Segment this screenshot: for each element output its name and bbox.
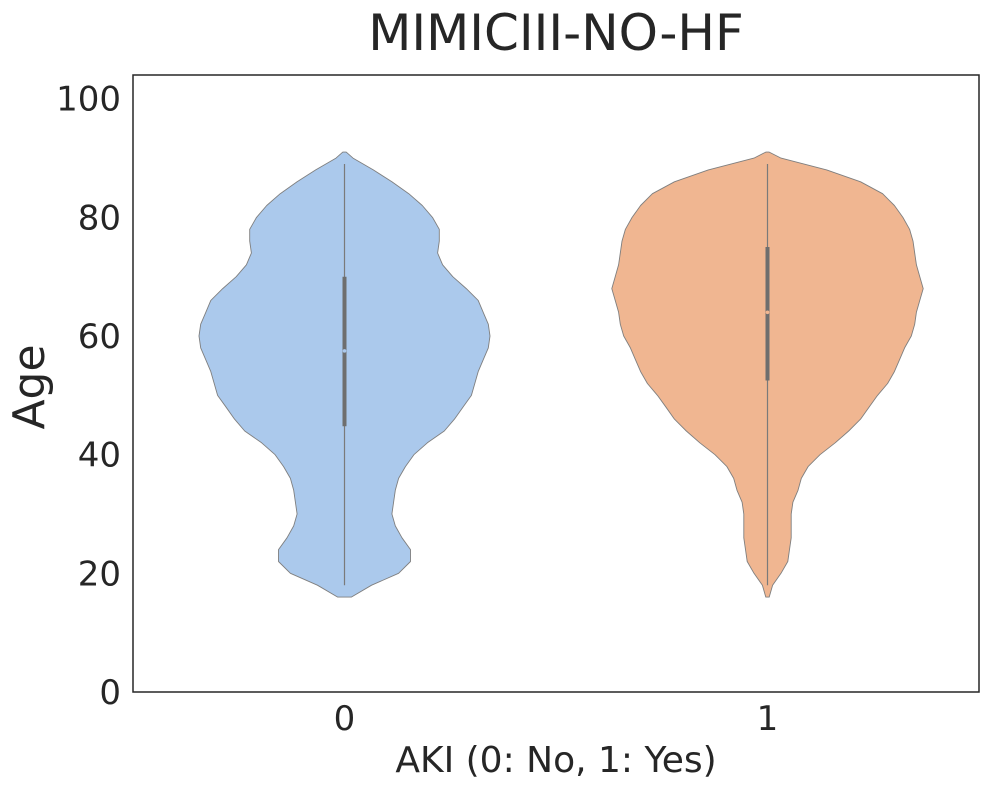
plot-area xyxy=(198,151,924,598)
violin-0 xyxy=(198,151,491,598)
plot-frame xyxy=(132,74,980,693)
violin-median-marker xyxy=(765,310,770,315)
y-tick-label: 60 xyxy=(78,317,121,357)
chart-title: MIMICIII-NO-HF xyxy=(368,4,744,62)
violin-median-marker xyxy=(342,349,347,353)
y-tick-label: 40 xyxy=(78,436,121,476)
y-tick-label: 80 xyxy=(78,198,121,238)
y-tick-label: 0 xyxy=(99,673,121,713)
x-axis-label: AKI (0: No, 1: Yes) xyxy=(395,740,716,781)
x-tick-label: 0 xyxy=(334,699,356,739)
violin-1 xyxy=(611,151,924,598)
x-tick-label: 1 xyxy=(757,699,779,739)
y-tick-label: 100 xyxy=(56,80,121,120)
y-axis: 0 20 40 60 80 100 xyxy=(56,80,121,713)
y-tick-label: 20 xyxy=(78,554,121,594)
y-axis-label: Age xyxy=(4,344,55,429)
